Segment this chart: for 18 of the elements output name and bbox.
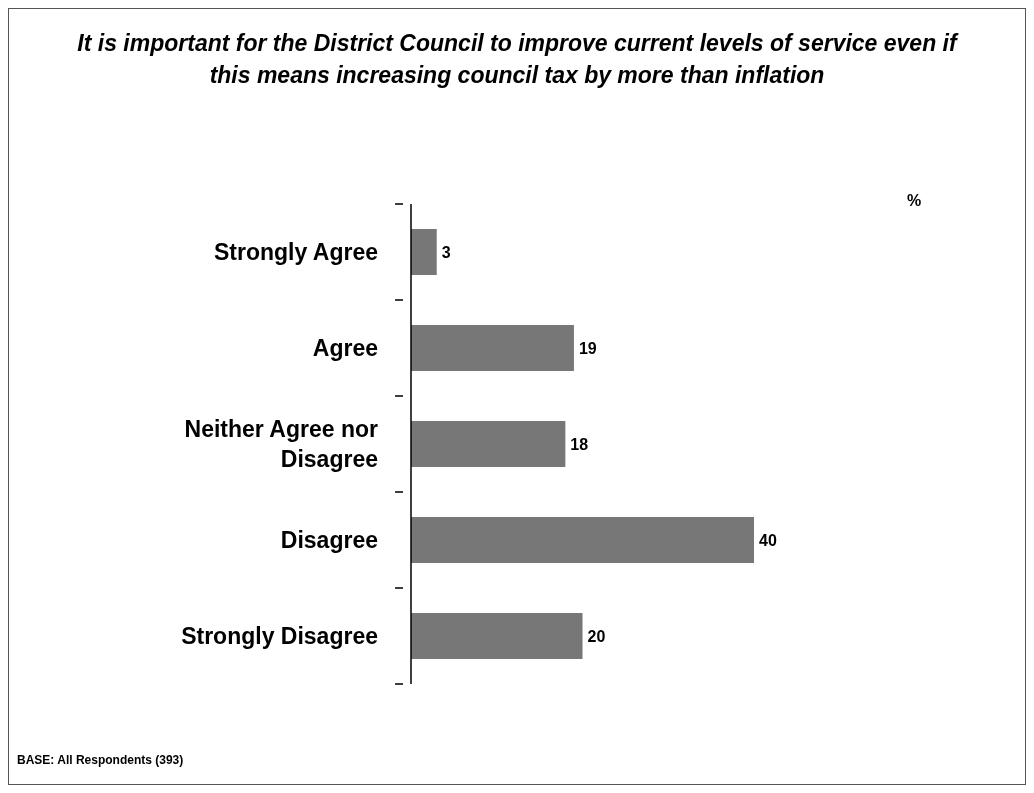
bar	[411, 613, 583, 659]
data-label: 40	[759, 531, 777, 549]
y-tick-label: Neither Agree nor Disagree	[184, 416, 379, 472]
text: %	[907, 192, 922, 210]
data-label: 3	[441, 243, 451, 261]
bar	[411, 325, 574, 371]
text: BASE: All Respondents (393)	[17, 753, 184, 767]
bar	[411, 421, 566, 467]
bar	[411, 517, 754, 563]
y-tick-label: Disagree	[280, 527, 378, 553]
y-tick-label: Strongly Agree	[213, 239, 378, 265]
data-label: 18	[570, 435, 589, 453]
bar	[411, 229, 437, 275]
y-tick-label: Strongly Disagree	[181, 623, 378, 649]
data-label: 20	[587, 627, 606, 645]
y-tick-label: Agree	[312, 335, 378, 361]
chart-title: It is important for the District Council to improve current levels of service even if this means increasing council tax by more than inflation	[76, 29, 960, 90]
data-label: 19	[578, 339, 597, 357]
